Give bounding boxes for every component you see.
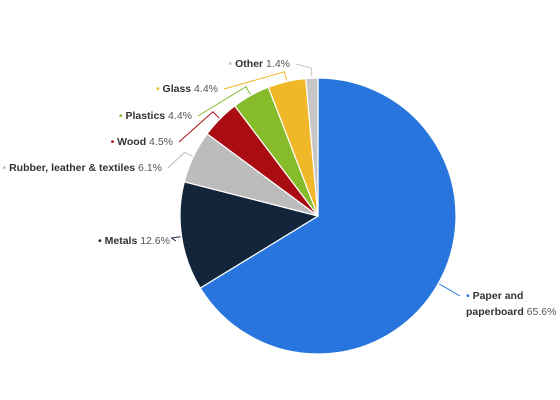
connectors-layer [167, 63, 461, 297]
label-bullet-icon: • [111, 136, 118, 148]
data-label-glass: • Glass 4.4% [156, 83, 218, 95]
label-bullet-icon: • [156, 83, 163, 95]
pie-slice-paper-and-paperboard[interactable] [199, 77, 457, 355]
pie-slice-metals[interactable] [179, 181, 319, 289]
connector-other [295, 63, 313, 78]
data-label-other: • Other 1.4% [229, 58, 290, 70]
slices-layer [179, 77, 457, 355]
label-bullet-icon: • [119, 110, 126, 122]
connector-plastics [197, 86, 251, 117]
data-label-text-wood: • Wood 4.5% [111, 136, 173, 148]
connector-glass [223, 71, 287, 90]
data-label-text-other: • Other 1.4% [229, 58, 290, 70]
pie-slice-other[interactable] [305, 77, 319, 217]
data-label-text-metals: • Metals 12.6% [98, 235, 170, 247]
data-label-paper-and-paperboard: • Paper and paperboard 65.6% [466, 290, 556, 318]
data-label-text-rubber-leather-and-textiles: • Rubber, leather & textiles 6.1% [3, 162, 163, 174]
data-label-metals: • Metals 12.6% [98, 235, 170, 247]
data-label-text-glass: • Glass 4.4% [156, 83, 218, 95]
data-label-wood: • Wood 4.5% [111, 136, 173, 148]
labels-layer: • Paper and paperboard 65.6% • Metals 12.6… [3, 58, 557, 318]
data-label-text-paper-and-paperboard: • Paper and [466, 290, 523, 302]
connector-rubber-leather-and-textiles [167, 151, 193, 169]
data-label-plastics: • Plastics 4.4% [119, 110, 192, 122]
data-label-text-plastics: • Plastics 4.4% [119, 110, 192, 122]
label-bullet-icon: • [229, 58, 236, 70]
label-bullet-icon: • [466, 290, 473, 302]
connector-paper-and-paperboard [438, 283, 461, 297]
connector-wood [178, 111, 220, 143]
label-bullet-icon: • [3, 162, 10, 174]
data-label-text-paper-and-paperboard-line2: paperboard 65.6% [466, 306, 556, 318]
connector-metals [170, 236, 181, 242]
data-label-rubber-leather-and-textiles: • Rubber, leather & textiles 6.1% [3, 162, 163, 174]
label-bullet-icon: • [98, 235, 105, 247]
